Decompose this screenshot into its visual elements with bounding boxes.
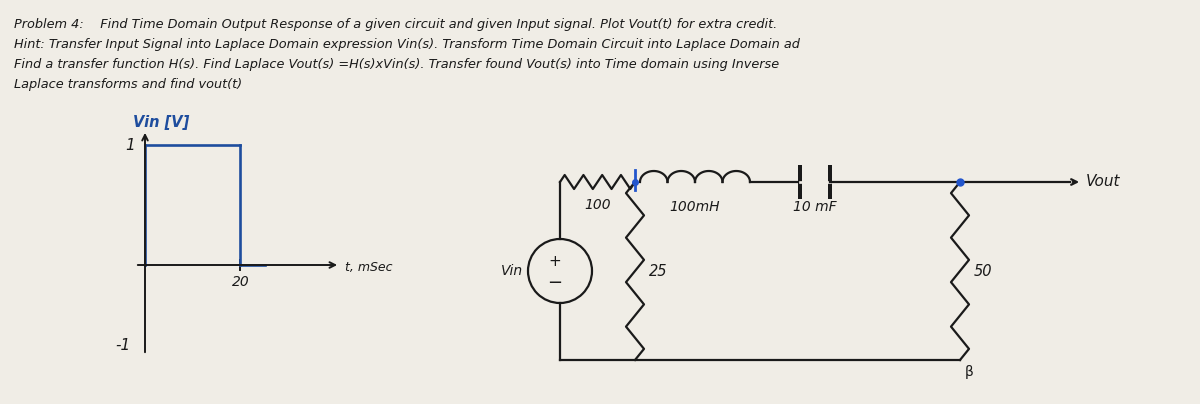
Text: t, mSec: t, mSec <box>346 261 392 274</box>
Text: -1: -1 <box>115 337 131 353</box>
Text: Laplace transforms and find vout(t): Laplace transforms and find vout(t) <box>14 78 242 91</box>
Text: Problem 4:    Find Time Domain Output Response of a given circuit and given Inpu: Problem 4: Find Time Domain Output Respo… <box>14 18 778 31</box>
Text: 50: 50 <box>974 263 992 278</box>
Text: Vin: Vin <box>500 264 523 278</box>
Text: 1: 1 <box>125 137 134 152</box>
Text: β: β <box>965 365 973 379</box>
Text: +: + <box>548 253 562 269</box>
Text: 100mH: 100mH <box>670 200 720 214</box>
Text: Vin [V]: Vin [V] <box>133 115 190 130</box>
Text: Vout: Vout <box>1086 175 1121 189</box>
Text: 100: 100 <box>584 198 611 212</box>
Text: Find a transfer function H(s). Find Laplace Vout(s) =H(s)xVin(s). Transfer found: Find a transfer function H(s). Find Lapl… <box>14 58 779 71</box>
Text: Hint: Transfer Input Signal into Laplace Domain expression Vin(s). Transform Tim: Hint: Transfer Input Signal into Laplace… <box>14 38 800 51</box>
Text: −: − <box>547 274 563 292</box>
Text: 10 mF: 10 mF <box>793 200 836 214</box>
Text: 20: 20 <box>232 275 250 289</box>
Text: 25: 25 <box>649 263 667 278</box>
